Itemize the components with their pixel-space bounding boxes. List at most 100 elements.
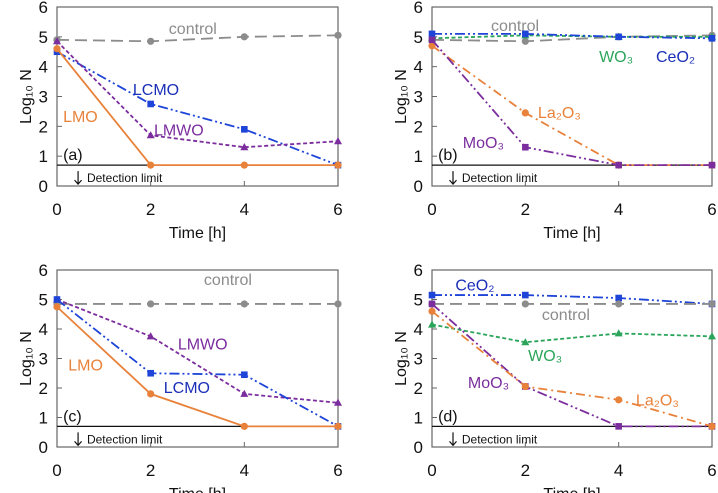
y-tick-label: 6 — [414, 261, 423, 280]
y-tick-label: 6 — [414, 0, 423, 17]
series-label: La₂O₃ — [636, 393, 679, 410]
x-tick-label: 0 — [52, 461, 61, 480]
x-tick-label: 0 — [427, 200, 436, 219]
y-tick-label: 2 — [39, 379, 48, 398]
data-point — [708, 35, 716, 42]
y-axis-title: Log₁₀ N — [18, 69, 35, 124]
data-point — [428, 42, 436, 50]
data-point — [428, 36, 436, 44]
panel-label: (c) — [63, 408, 82, 425]
series-control: control — [53, 272, 342, 308]
series-CeO₂: CeO₂ — [428, 30, 716, 66]
series-label: control — [204, 272, 252, 289]
series-label: control — [491, 18, 539, 35]
y-tick-label: 4 — [414, 320, 423, 339]
data-point — [147, 369, 154, 377]
data-point — [522, 30, 529, 38]
panel-a: 0 1 2 3 4 5 6 0 2 4 6 Time [h] Log₁₀ N Detection limi… — [18, 0, 343, 242]
y-tick-label: 0 — [39, 177, 48, 196]
y-axis-title: Log₁₀ N — [18, 331, 35, 386]
y-tick-label: 1 — [39, 147, 48, 166]
data-point — [708, 422, 716, 430]
x-axis-title: Time [h] — [169, 225, 226, 242]
data-point — [147, 37, 155, 45]
data-point — [522, 143, 529, 151]
series-line — [431, 323, 713, 344]
panel-label: (a) — [63, 147, 83, 164]
y-tick-label: 1 — [414, 409, 423, 428]
panel-b: 0 1 2 3 4 5 6 0 2 4 6 Time [h] Log₁₀ N Detection limi… — [393, 0, 717, 242]
data-point — [615, 300, 623, 308]
x-tick-label: 2 — [521, 200, 530, 219]
series-label: MoO₃ — [463, 135, 504, 152]
series-label: control — [169, 21, 217, 38]
series-line — [432, 32, 713, 40]
series-control: control — [53, 21, 342, 45]
data-point — [53, 37, 61, 45]
y-tick-label: 2 — [39, 117, 48, 136]
y-tick-label: 5 — [39, 28, 48, 47]
data-point — [334, 300, 342, 308]
data-point — [334, 161, 342, 169]
y-tick-label: 1 — [39, 409, 48, 428]
y-tick-label: 3 — [39, 350, 48, 369]
data-point — [240, 422, 248, 430]
data-point — [146, 131, 155, 139]
series-label: WO₃ — [599, 49, 633, 66]
x-axis-title: Time [h] — [543, 225, 600, 242]
x-tick-label: 6 — [707, 461, 716, 480]
data-point — [521, 300, 529, 308]
y-tick-label: 2 — [414, 379, 423, 398]
data-point — [334, 422, 342, 430]
data-point — [614, 329, 623, 337]
data-point — [53, 45, 61, 53]
data-point — [521, 109, 529, 117]
y-tick-label: 3 — [414, 350, 423, 369]
x-tick-label: 4 — [614, 200, 623, 219]
series-line — [56, 50, 339, 166]
y-tick-label: 0 — [39, 438, 48, 457]
series-control: control — [428, 18, 716, 45]
series-MoO₃: MoO₃ — [428, 36, 716, 169]
y-tick-label: 4 — [39, 320, 48, 339]
panel-label: (b) — [438, 147, 458, 164]
series-line — [431, 34, 713, 43]
detection-limit-label: Detection limit — [87, 432, 163, 446]
data-point — [615, 33, 622, 41]
panel-d: 0 1 2 3 4 5 6 0 2 4 6 Time [h] Log₁₀ N Detection limi… — [393, 261, 717, 493]
down-arrow-icon — [74, 171, 83, 186]
series-control: control — [428, 300, 716, 324]
data-point — [615, 423, 622, 430]
series-La₂O₃: La₂O₃ — [428, 307, 716, 430]
data-point — [241, 371, 248, 379]
data-point — [428, 291, 436, 299]
y-tick-label: 5 — [414, 28, 423, 47]
data-point — [708, 161, 716, 169]
y-tick-label: 4 — [39, 58, 48, 77]
data-point — [428, 307, 436, 315]
x-tick-label: 4 — [240, 200, 249, 219]
data-point — [147, 161, 155, 169]
down-arrow-icon — [74, 432, 83, 447]
series-WO₃: WO₃ — [428, 320, 716, 365]
x-tick-label: 0 — [427, 461, 436, 480]
series-label: LCMO — [133, 82, 179, 99]
detection-limit-label: Detection limit — [462, 171, 538, 185]
y-tick-label: 6 — [39, 261, 48, 280]
x-tick-label: 4 — [240, 461, 249, 480]
series-label: La₂O₃ — [538, 105, 581, 122]
y-tick-label: 0 — [414, 177, 423, 196]
panel-label: (d) — [438, 408, 458, 425]
data-point — [240, 143, 249, 151]
data-point — [241, 126, 248, 133]
data-point — [521, 338, 530, 346]
series-line — [431, 310, 713, 428]
data-point — [334, 137, 342, 145]
y-tick-label: 6 — [39, 0, 48, 17]
y-tick-label: 1 — [414, 147, 423, 166]
series-LMWO: LMWO — [53, 37, 342, 151]
series-line — [56, 40, 339, 149]
series-label: WO₃ — [528, 348, 562, 365]
x-tick-label: 2 — [521, 461, 530, 480]
series-label: control — [542, 307, 590, 324]
